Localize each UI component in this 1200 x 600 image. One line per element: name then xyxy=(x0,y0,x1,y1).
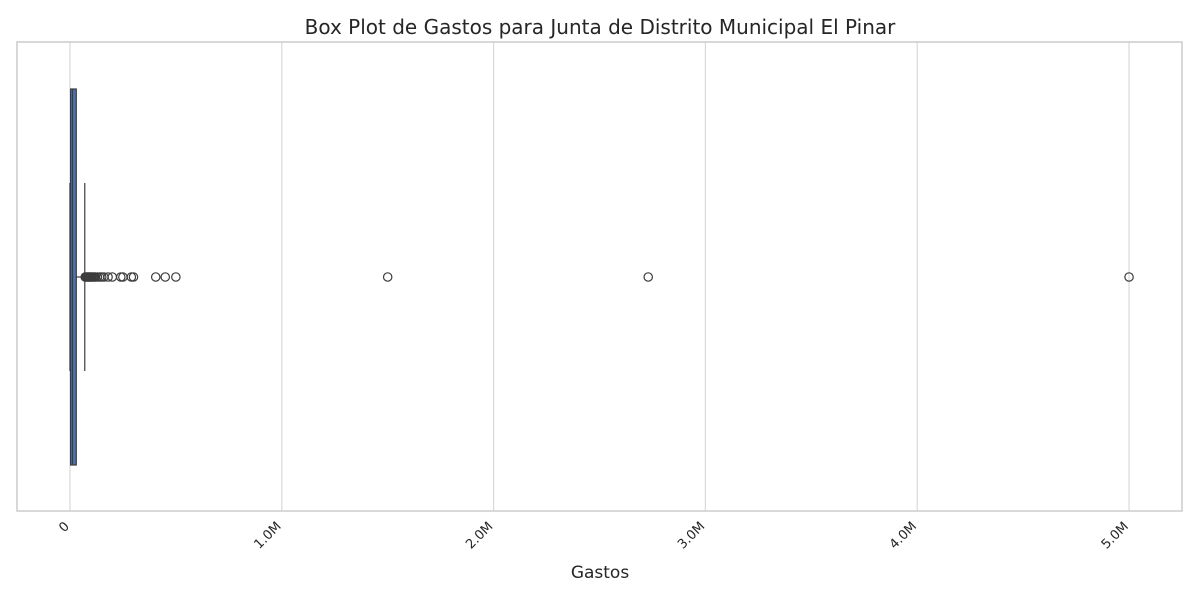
chart-title: Box Plot de Gastos para Junta de Distrit… xyxy=(305,15,897,39)
outlier-point-24 xyxy=(171,272,181,282)
outlier-point-26 xyxy=(643,272,654,282)
x-axis-label: Gastos xyxy=(571,563,630,583)
plot-frame xyxy=(16,41,1183,512)
x-tick-label-1: 1.0M xyxy=(251,519,284,552)
outlier-point-27 xyxy=(1124,272,1134,282)
outlier-points xyxy=(80,272,1134,282)
outlier-point-22 xyxy=(150,272,161,282)
x-tick-label-4: 4.0M xyxy=(887,519,920,552)
box-iqr xyxy=(69,88,77,466)
x-tick-labels: 0 1.0M 2.0M 3.0M 4.0M 5.0M xyxy=(56,519,1132,552)
grid-lines xyxy=(69,42,1130,511)
x-tick-label-5: 5.0M xyxy=(1099,519,1132,552)
outlier-point-25 xyxy=(382,272,393,282)
outlier-point-16 xyxy=(103,272,113,282)
outlier-point-23 xyxy=(160,272,171,282)
x-tick-label-3: 3.0M xyxy=(675,519,708,552)
x-tick-label-2: 2.0M xyxy=(463,519,496,552)
x-tick-label-0: 0 xyxy=(56,519,72,535)
outlier-point-21 xyxy=(128,272,139,282)
